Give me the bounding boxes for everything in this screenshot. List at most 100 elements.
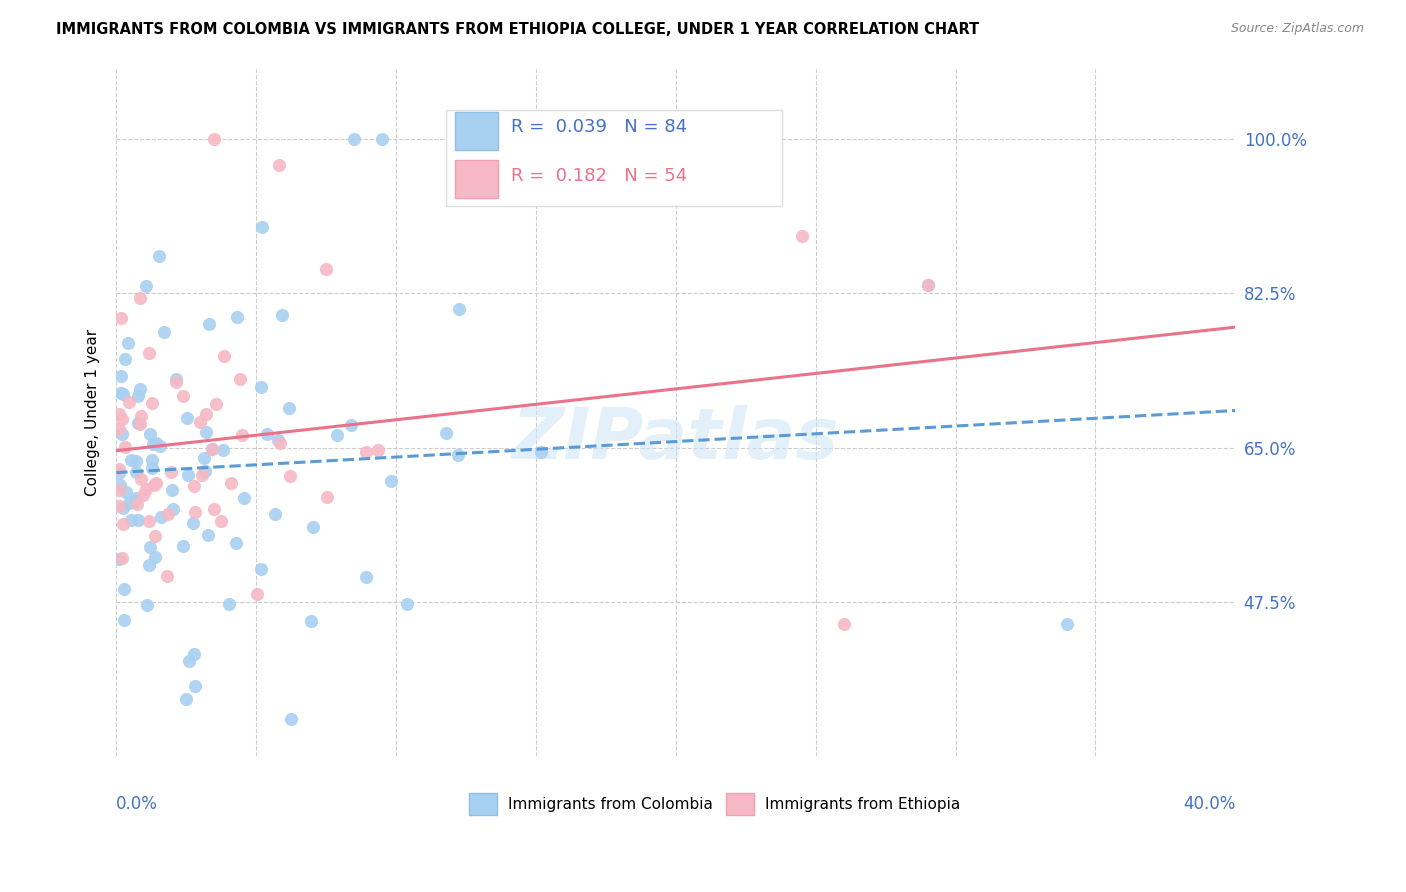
Point bbox=[354, 570, 377, 584]
Point bbox=[141, 461, 163, 475]
Point bbox=[202, 502, 225, 516]
Point bbox=[449, 302, 471, 317]
Point bbox=[142, 436, 165, 450]
Point bbox=[111, 427, 134, 442]
Point bbox=[315, 262, 337, 277]
Point bbox=[145, 529, 167, 543]
Point bbox=[165, 375, 187, 389]
Point bbox=[148, 249, 170, 263]
Point bbox=[198, 317, 221, 331]
Point bbox=[197, 528, 219, 542]
Text: Source: ZipAtlas.com: Source: ZipAtlas.com bbox=[1230, 22, 1364, 36]
Point bbox=[354, 445, 377, 459]
Point bbox=[125, 453, 148, 467]
Point bbox=[120, 452, 142, 467]
Point bbox=[138, 345, 160, 359]
Point bbox=[380, 475, 402, 489]
Text: 0.0%: 0.0% bbox=[117, 795, 157, 814]
Point bbox=[188, 415, 211, 429]
Point bbox=[108, 478, 131, 492]
Point bbox=[250, 562, 273, 576]
FancyBboxPatch shape bbox=[725, 793, 754, 814]
FancyBboxPatch shape bbox=[456, 112, 498, 150]
Point bbox=[225, 535, 247, 549]
Point bbox=[343, 132, 366, 146]
Point bbox=[211, 443, 233, 458]
Point bbox=[231, 428, 253, 442]
Point bbox=[790, 229, 813, 244]
Point bbox=[139, 427, 162, 442]
Point bbox=[128, 383, 150, 397]
Text: IMMIGRANTS FROM COLOMBIA VS IMMIGRANTS FROM ETHIOPIA COLLEGE, UNDER 1 YEAR CORRE: IMMIGRANTS FROM COLOMBIA VS IMMIGRANTS F… bbox=[56, 22, 980, 37]
Point bbox=[396, 597, 419, 611]
Point bbox=[108, 462, 131, 476]
Point bbox=[160, 483, 183, 497]
Point bbox=[111, 412, 134, 426]
Point bbox=[340, 417, 363, 432]
Point bbox=[153, 326, 176, 340]
Point bbox=[184, 505, 207, 519]
Point bbox=[165, 372, 187, 386]
Point bbox=[129, 291, 152, 305]
Point bbox=[434, 425, 457, 440]
Point bbox=[183, 647, 205, 661]
Point bbox=[149, 510, 172, 524]
Point bbox=[135, 483, 157, 497]
Point bbox=[156, 569, 179, 583]
Point bbox=[194, 407, 217, 421]
Point bbox=[299, 614, 322, 628]
Point bbox=[1056, 616, 1078, 631]
Point bbox=[108, 466, 131, 480]
Point bbox=[129, 409, 152, 424]
Point bbox=[832, 616, 855, 631]
Point bbox=[177, 468, 200, 483]
Point bbox=[212, 349, 235, 363]
Point bbox=[160, 465, 183, 479]
Point bbox=[917, 277, 939, 292]
Point bbox=[111, 551, 134, 566]
Point bbox=[917, 277, 939, 292]
Text: R =  0.039   N = 84: R = 0.039 N = 84 bbox=[512, 119, 688, 136]
Point bbox=[326, 428, 349, 442]
Point bbox=[112, 582, 135, 596]
Point bbox=[264, 508, 287, 522]
Point bbox=[249, 380, 271, 394]
Point bbox=[129, 472, 152, 486]
Point bbox=[179, 654, 201, 668]
Point bbox=[193, 450, 215, 465]
Point bbox=[127, 513, 149, 527]
Point bbox=[143, 549, 166, 564]
Point bbox=[194, 464, 217, 478]
Point bbox=[108, 407, 131, 421]
Point bbox=[141, 453, 163, 467]
Point bbox=[118, 395, 141, 409]
Point bbox=[111, 386, 134, 401]
Point bbox=[181, 516, 204, 530]
Point bbox=[367, 442, 389, 457]
Point bbox=[221, 476, 243, 491]
Point bbox=[125, 465, 148, 479]
Point bbox=[252, 220, 274, 235]
Point bbox=[183, 679, 205, 693]
Point bbox=[115, 485, 138, 500]
Point bbox=[201, 442, 224, 457]
Text: 40.0%: 40.0% bbox=[1182, 795, 1236, 814]
Point bbox=[110, 385, 132, 400]
Point bbox=[127, 389, 149, 403]
Point bbox=[117, 335, 139, 350]
Point bbox=[256, 427, 278, 442]
Point bbox=[278, 401, 301, 416]
Point bbox=[111, 517, 134, 532]
Point bbox=[138, 514, 160, 528]
Point bbox=[108, 551, 131, 566]
Point bbox=[145, 436, 167, 450]
Point bbox=[183, 479, 205, 493]
Point bbox=[125, 491, 148, 505]
Point bbox=[136, 598, 159, 612]
Point bbox=[371, 132, 394, 146]
Point bbox=[108, 483, 131, 498]
Point bbox=[447, 448, 470, 462]
Point bbox=[110, 310, 132, 325]
Point bbox=[125, 497, 148, 511]
Point bbox=[229, 372, 252, 386]
